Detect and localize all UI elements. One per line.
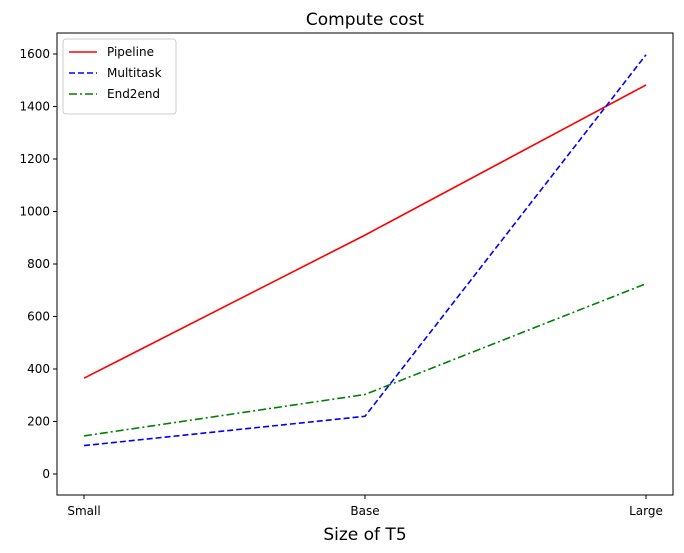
y-tick-label: 1600 [19, 47, 50, 61]
x-axis-label: Size of T5 [323, 525, 406, 545]
y-tick-label: 800 [27, 257, 50, 271]
series-line-end2end [83, 282, 647, 437]
series-line-pipeline [83, 84, 647, 379]
y-tick-label: 600 [27, 310, 50, 324]
series-line-multitask [83, 54, 647, 447]
y-tick-label: 400 [27, 362, 50, 376]
y-tick-label: 0 [42, 467, 50, 481]
y-tick-label: 1200 [19, 152, 50, 166]
x-tick-label: Large [629, 504, 663, 518]
y-tick-label: 200 [27, 415, 50, 429]
x-tick-label: Base [350, 504, 379, 518]
plot-area [83, 54, 647, 447]
x-tick-label: Small [67, 504, 100, 518]
legend-label-pipeline: Pipeline [107, 45, 154, 59]
legend-box [62, 38, 177, 115]
axes: 0 200 400 600 800 1000 1200 1400 1600 Small Base La… [19, 32, 674, 518]
legend-label-multitask: Multitask [107, 66, 162, 80]
legend: Pipeline Multitask End2end [62, 38, 177, 115]
y-tick-label: 1000 [19, 205, 50, 219]
chart-title: Compute cost [306, 10, 425, 30]
legend-label-end2end: End2end [107, 87, 160, 101]
y-tick-label: 1400 [19, 100, 50, 114]
